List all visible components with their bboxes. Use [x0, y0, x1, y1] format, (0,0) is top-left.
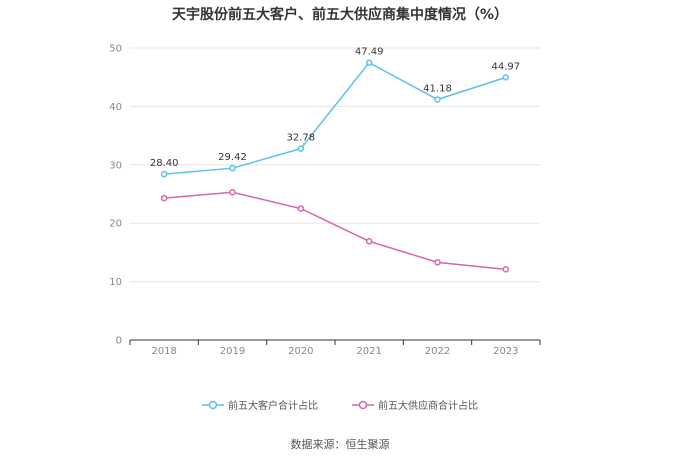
y-tick-label: 50	[109, 44, 122, 55]
legend-item-suppliers[interactable]: 前五大供应商合计占比	[352, 397, 478, 412]
series-line-customers	[164, 61, 507, 175]
data-point-suppliers	[229, 188, 236, 196]
data-point-suppliers	[434, 259, 441, 266]
line-chart: 0 10 20 30 40 50 2018 2019 2020 2021 2022 2023 28.40…	[109, 44, 541, 357]
y-tick-label: 30	[109, 160, 122, 171]
data-label: 32.78	[287, 133, 316, 144]
y-tick-label: 40	[109, 102, 122, 113]
x-tick-label: 2023	[493, 346, 518, 357]
data-label: 47.49	[355, 47, 384, 58]
legend-label-customers: 前五大客户合计占比	[228, 401, 318, 412]
x-tick-label: 2022	[425, 346, 450, 357]
data-label: 29.42	[218, 152, 247, 163]
data-point-suppliers	[365, 238, 373, 245]
x-tick-label: 2020	[288, 346, 313, 357]
data-point-suppliers	[297, 205, 305, 212]
series-line-suppliers	[164, 191, 506, 271]
data-label: 44.97	[492, 61, 521, 72]
legend-item-customers[interactable]: 前五大客户合计占比	[202, 397, 318, 412]
legend-label-suppliers: 前五大供应商合计占比	[378, 401, 478, 412]
data-label: 41.18	[423, 84, 452, 95]
data-point-suppliers	[160, 194, 168, 202]
x-tick-label: 2019	[220, 346, 245, 357]
legend-marker-suppliers	[352, 400, 374, 409]
data-label: 28.40	[150, 158, 179, 169]
y-tick-label: 10	[109, 277, 122, 288]
legend-marker-customers	[202, 400, 224, 409]
data-point-customers	[229, 164, 236, 172]
x-tick-label: 2021	[356, 346, 381, 357]
x-tick-label: 2018	[151, 346, 176, 357]
data-point-customers	[297, 145, 305, 152]
data-source: 数据来源：恒生聚源	[290, 438, 390, 451]
data-point-customers	[160, 170, 168, 178]
data-point-suppliers	[502, 266, 510, 273]
legend: 前五大客户合计占比 前五大供应商合计占比	[0, 397, 680, 412]
y-tick-label: 20	[109, 219, 122, 230]
chart-title: 天宇股份前五大客户、前五大供应商集中度情况（%）	[171, 7, 509, 23]
data-point-customers	[434, 96, 441, 103]
data-point-customers	[365, 59, 373, 66]
y-tick-label: 0	[116, 336, 122, 347]
data-point-customers	[502, 74, 510, 81]
